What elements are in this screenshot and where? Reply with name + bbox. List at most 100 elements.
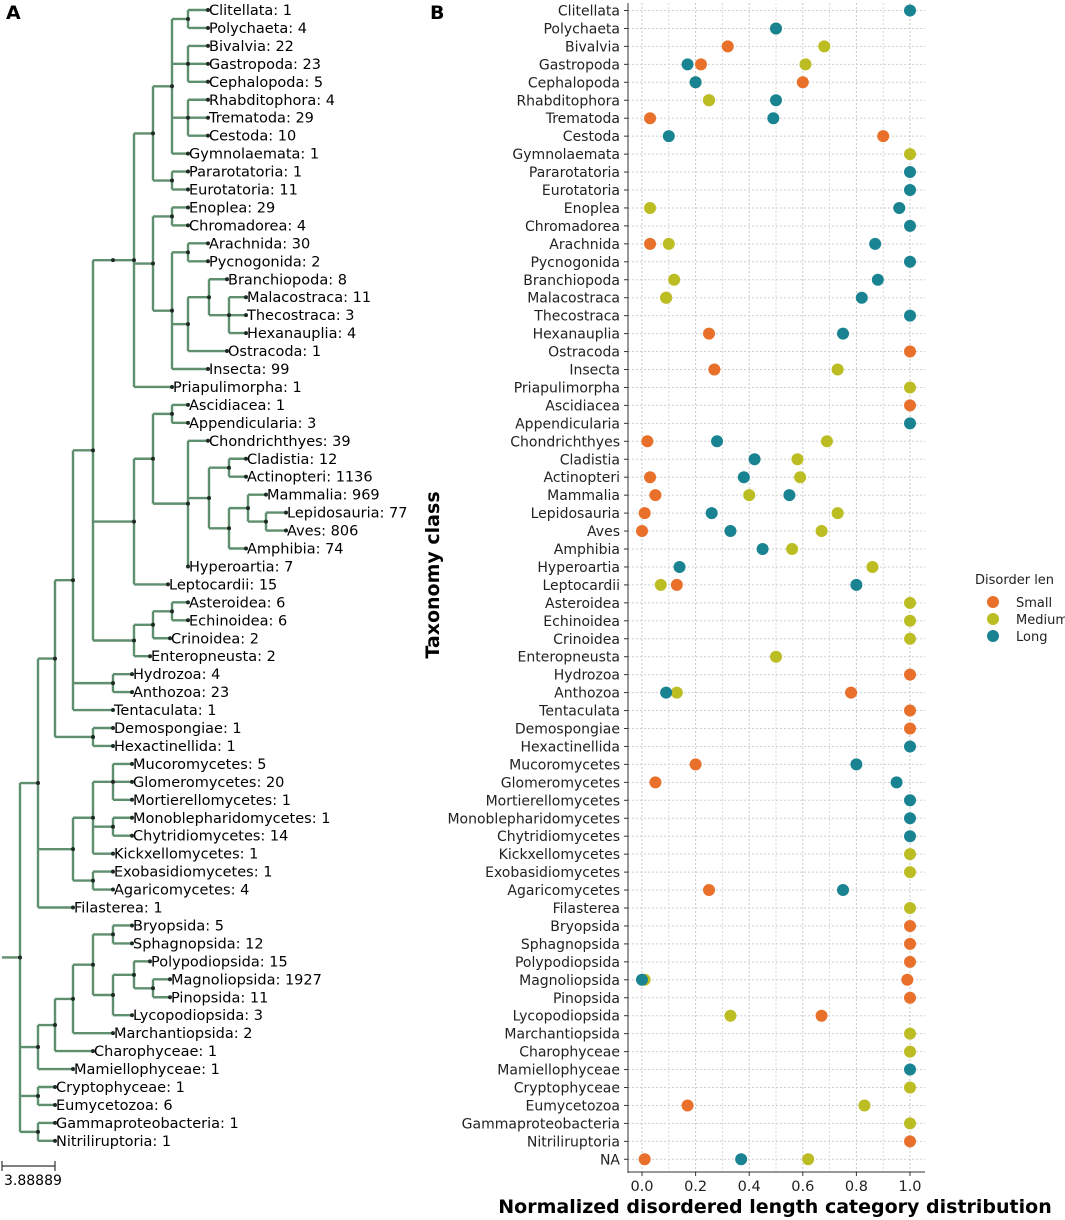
- point-medium-bivalvia: [818, 40, 831, 53]
- y-category-label: Amphibia: [554, 542, 620, 558]
- tree-leaf-label-amphibia: Amphibia: 74: [247, 542, 344, 558]
- point-medium-cladistia: [791, 453, 804, 466]
- tree-internal-node: [111, 681, 115, 686]
- point-small-chondrichthyes: [641, 435, 654, 448]
- tree-tip-node: [53, 1085, 57, 1089]
- tree-tip-node: [186, 618, 190, 623]
- panel-a-label: A: [6, 2, 21, 24]
- tree-internal-node: [151, 131, 155, 136]
- point-medium-arachnida: [662, 237, 675, 250]
- tree-tip-node: [148, 959, 152, 964]
- point-long-lepidosauria: [705, 507, 718, 520]
- tree-tip-node: [244, 546, 248, 551]
- tree-leaf-label-monoblepharidomycetes: Monoblepharidomycetes: 1: [133, 811, 330, 827]
- point-long-aves: [724, 525, 737, 538]
- point-medium-lepidosauria: [831, 507, 844, 520]
- point-small-demospongiae: [904, 722, 916, 735]
- point-medium-actinopteri: [794, 471, 807, 484]
- y-category-label: Marchantiopsida: [504, 1027, 620, 1043]
- tree-tip-node: [206, 133, 210, 138]
- tree-tip-node: [168, 977, 172, 982]
- tree-internal-node: [18, 955, 22, 960]
- point-medium-filasterea: [904, 902, 916, 914]
- tree-tip-node: [186, 420, 190, 425]
- tree-internal-node: [186, 61, 190, 66]
- y-category-label: Chromadorea: [525, 219, 620, 235]
- point-small-gastropoda: [694, 58, 707, 71]
- tree-internal-node: [132, 638, 136, 643]
- point-small-cestoda: [877, 130, 890, 143]
- tree-leaf-label-crinoidea: Crinoidea: 2: [171, 631, 259, 647]
- y-category-label: Echinoidea: [543, 614, 620, 630]
- y-category-label: Ostracoda: [548, 345, 620, 361]
- tree-leaf-label-hexactinellida: Hexactinellida: 1: [114, 739, 236, 755]
- y-category-label: Polypodiopsida: [515, 955, 620, 971]
- point-medium-cryptophyceae: [904, 1081, 916, 1094]
- tree-tip-node: [130, 1013, 134, 1018]
- point-medium-gammaproteobacteria: [904, 1117, 916, 1130]
- tree-internal-node: [91, 962, 95, 967]
- tree-internal-node: [151, 261, 155, 266]
- point-medium-enoplea: [644, 201, 657, 214]
- scale-bar-label: 3.88889: [4, 1173, 62, 1189]
- tree-leaf-label-lepidosauria: Lepidosauria: 77: [287, 506, 408, 522]
- point-long-branchiopoda: [871, 273, 884, 286]
- tree-internal-node: [71, 847, 75, 852]
- y-category-label: Enoplea: [564, 201, 620, 217]
- tree-tip-node: [206, 79, 210, 84]
- point-long-amphibia: [756, 543, 769, 555]
- tree-leaf-label-cephalopoda: Cephalopoda: 5: [209, 75, 323, 91]
- point-small-ostracoda: [904, 345, 916, 358]
- tree-tip-node: [53, 1138, 57, 1143]
- legend-marker-small: [987, 596, 999, 608]
- tree-leaf-label-pycnogonida: Pycnogonida: 2: [209, 254, 320, 270]
- legend: Disorder len Small Medium Long: [975, 573, 1065, 645]
- point-medium-branchiopoda: [668, 273, 681, 286]
- point-long-rhabditophora: [770, 94, 782, 107]
- tree-leaf-label-eurotatoria: Eurotatoria: 11: [189, 183, 298, 199]
- y-category-label: Rhabditophora: [516, 93, 620, 109]
- tree-tip-node: [206, 25, 210, 30]
- tree-leaf-label-mortierellomycetes: Mortierellomycetes: 1: [133, 793, 291, 809]
- legend-title: Disorder len: [975, 573, 1054, 588]
- tree-leaf-label-appendicularia: Appendicularia: 3: [189, 416, 316, 432]
- tree-tip-node: [186, 187, 190, 192]
- legend-label-medium: Medium: [1016, 613, 1065, 628]
- y-category-label: Gastropoda: [539, 57, 620, 73]
- tree-nodes: [18, 8, 288, 1143]
- y-category-label: Mortierellomycetes: [486, 793, 620, 809]
- y-category-label: Chytridiomycetes: [497, 829, 620, 845]
- point-small-nitriliruptoria: [904, 1135, 916, 1148]
- tree-tip-node: [53, 1102, 57, 1107]
- y-category-label: Crinoidea: [553, 632, 620, 648]
- y-category-label: Monoblepharidomycetes: [447, 811, 620, 827]
- tree-tip-node: [206, 8, 210, 12]
- y-category-label: Pararotatoria: [529, 165, 620, 181]
- tree-tip-node: [186, 600, 190, 605]
- tree-tip-node: [244, 474, 248, 479]
- y-category-label: Cestoda: [563, 129, 620, 145]
- tree-leaf-label-mammalia: Mammalia: 969: [267, 488, 380, 504]
- tree-leaf-label-mucoromycetes: Mucoromycetes: 5: [133, 757, 267, 773]
- point-long-pararotatoria: [904, 166, 916, 179]
- tree-leaf-label-cestoda: Cestoda: 10: [209, 129, 296, 145]
- point-long-chondrichthyes: [711, 435, 724, 448]
- tree-internal-node: [207, 496, 211, 501]
- tree-leaf-label-bryopsida: Bryopsida: 5: [133, 918, 224, 934]
- tree-internal-node: [111, 993, 115, 998]
- x-tick-label: 0.4: [738, 1179, 761, 1195]
- point-long-malacostraca: [855, 291, 868, 304]
- x-tick-labels: 0.0 0.2 0.4 0.6 0.8 1.0: [630, 1179, 921, 1195]
- point-medium-hyperoartia: [866, 560, 879, 573]
- tree-tip-node: [206, 241, 210, 246]
- tree-tip-node: [130, 690, 134, 695]
- tree-leaf-label-nitriliruptoria: Nitriliruptoria: 1: [56, 1134, 171, 1150]
- point-long-trematoda: [767, 112, 780, 125]
- tree-leaf-label-kickxellomycetes: Kickxellomycetes: 1: [114, 847, 258, 863]
- tree-tip-node: [130, 941, 134, 946]
- tree-tip-node: [130, 761, 134, 766]
- tree-tip-node: [225, 277, 229, 282]
- y-category-label: Branchiopoda: [523, 273, 620, 289]
- y-category-label: Mucoromycetes: [509, 757, 620, 773]
